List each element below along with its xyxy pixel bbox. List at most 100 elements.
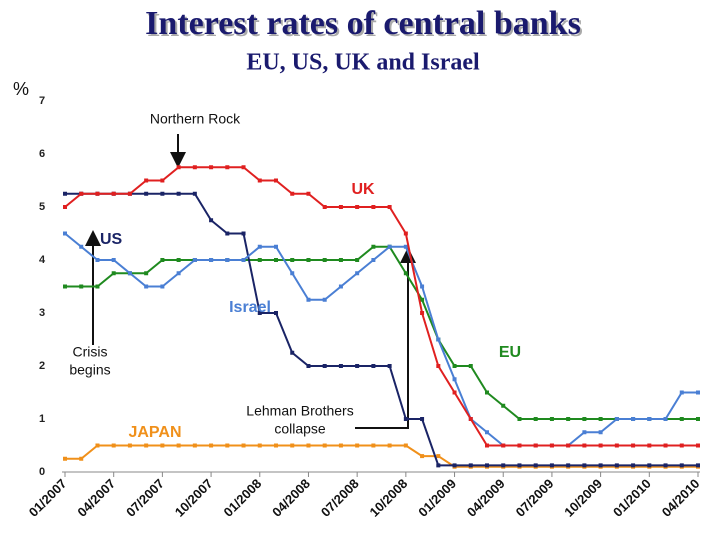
- x-tick-label: 07/2009: [513, 476, 557, 520]
- y-tick-label: 2: [39, 360, 45, 372]
- point: [111, 443, 116, 448]
- x-tick-label: 04/2008: [269, 476, 313, 520]
- point: [598, 430, 603, 435]
- point: [468, 463, 473, 468]
- point: [274, 244, 278, 249]
- annotation: Crisis: [73, 344, 108, 360]
- y-tick-label: 1: [39, 413, 45, 425]
- point: [517, 417, 522, 421]
- point: [403, 231, 408, 236]
- x-tick-label: 01/2010: [610, 476, 654, 520]
- point: [274, 443, 278, 448]
- point: [387, 364, 392, 368]
- point: [160, 284, 165, 289]
- point: [176, 191, 181, 196]
- point: [111, 271, 116, 276]
- series-line: [64, 232, 698, 447]
- point: [371, 443, 376, 448]
- point: [241, 231, 246, 236]
- point: [160, 258, 165, 262]
- point: [614, 417, 619, 421]
- point: [290, 350, 295, 355]
- series-label: US: [100, 231, 123, 248]
- point: [322, 205, 327, 209]
- point: [306, 364, 311, 368]
- annotation: begins: [69, 362, 110, 378]
- point: [533, 417, 538, 421]
- series-label: EU: [499, 344, 521, 361]
- x-tick-label: 01/2009: [415, 476, 459, 520]
- point: [322, 258, 327, 262]
- point: [274, 258, 278, 262]
- point: [679, 443, 684, 448]
- x-tick-label: 01/2008: [220, 476, 264, 520]
- point: [192, 443, 197, 448]
- chart-title: Interest rates of central banks: [145, 5, 581, 42]
- x-tick-label: 04/2007: [74, 476, 118, 520]
- point: [679, 463, 684, 468]
- point: [355, 443, 360, 448]
- point: [598, 463, 603, 468]
- point: [322, 364, 327, 368]
- point: [420, 311, 425, 315]
- point: [257, 443, 262, 448]
- point: [95, 443, 100, 448]
- point: [322, 297, 327, 302]
- point: [306, 191, 311, 196]
- point: [696, 417, 700, 421]
- point: [485, 390, 489, 395]
- point: [144, 443, 149, 448]
- point: [647, 417, 652, 421]
- point: [663, 463, 668, 468]
- point: [549, 417, 554, 421]
- point: [501, 443, 506, 448]
- point: [290, 443, 295, 448]
- point: [79, 191, 84, 196]
- point: [274, 178, 278, 183]
- point: [679, 390, 684, 395]
- point: [241, 443, 246, 448]
- point: [225, 165, 230, 170]
- point: [355, 364, 360, 368]
- point: [322, 443, 327, 448]
- point: [306, 443, 311, 448]
- point: [160, 178, 165, 183]
- point: [225, 443, 230, 448]
- point: [338, 364, 343, 368]
- point: [225, 231, 230, 236]
- point: [127, 443, 132, 448]
- point: [549, 463, 554, 468]
- x-tick-label: 10/2009: [561, 476, 605, 520]
- point: [614, 443, 619, 448]
- point: [209, 443, 214, 448]
- point: [631, 463, 636, 468]
- point: [95, 258, 100, 262]
- x-tick-label: 07/2007: [123, 476, 167, 520]
- point: [387, 205, 392, 209]
- point: [209, 218, 214, 223]
- point: [387, 244, 392, 249]
- point: [144, 271, 149, 276]
- point: [452, 377, 457, 382]
- point: [127, 191, 132, 196]
- point: [176, 271, 181, 276]
- point: [436, 463, 441, 468]
- point: [209, 258, 214, 262]
- point: [257, 258, 262, 262]
- point: [371, 364, 376, 368]
- point: [696, 390, 700, 395]
- point: [566, 463, 571, 468]
- series-label: UK: [351, 181, 375, 198]
- point: [582, 417, 587, 421]
- point: [371, 244, 376, 249]
- point: [696, 463, 700, 468]
- point: [127, 271, 132, 276]
- point: [144, 191, 149, 196]
- series-line: [65, 245, 698, 420]
- point: [566, 443, 571, 448]
- point: [160, 443, 165, 448]
- point: [257, 178, 262, 183]
- annotation: Northern Rock: [150, 111, 241, 127]
- point: [306, 297, 311, 302]
